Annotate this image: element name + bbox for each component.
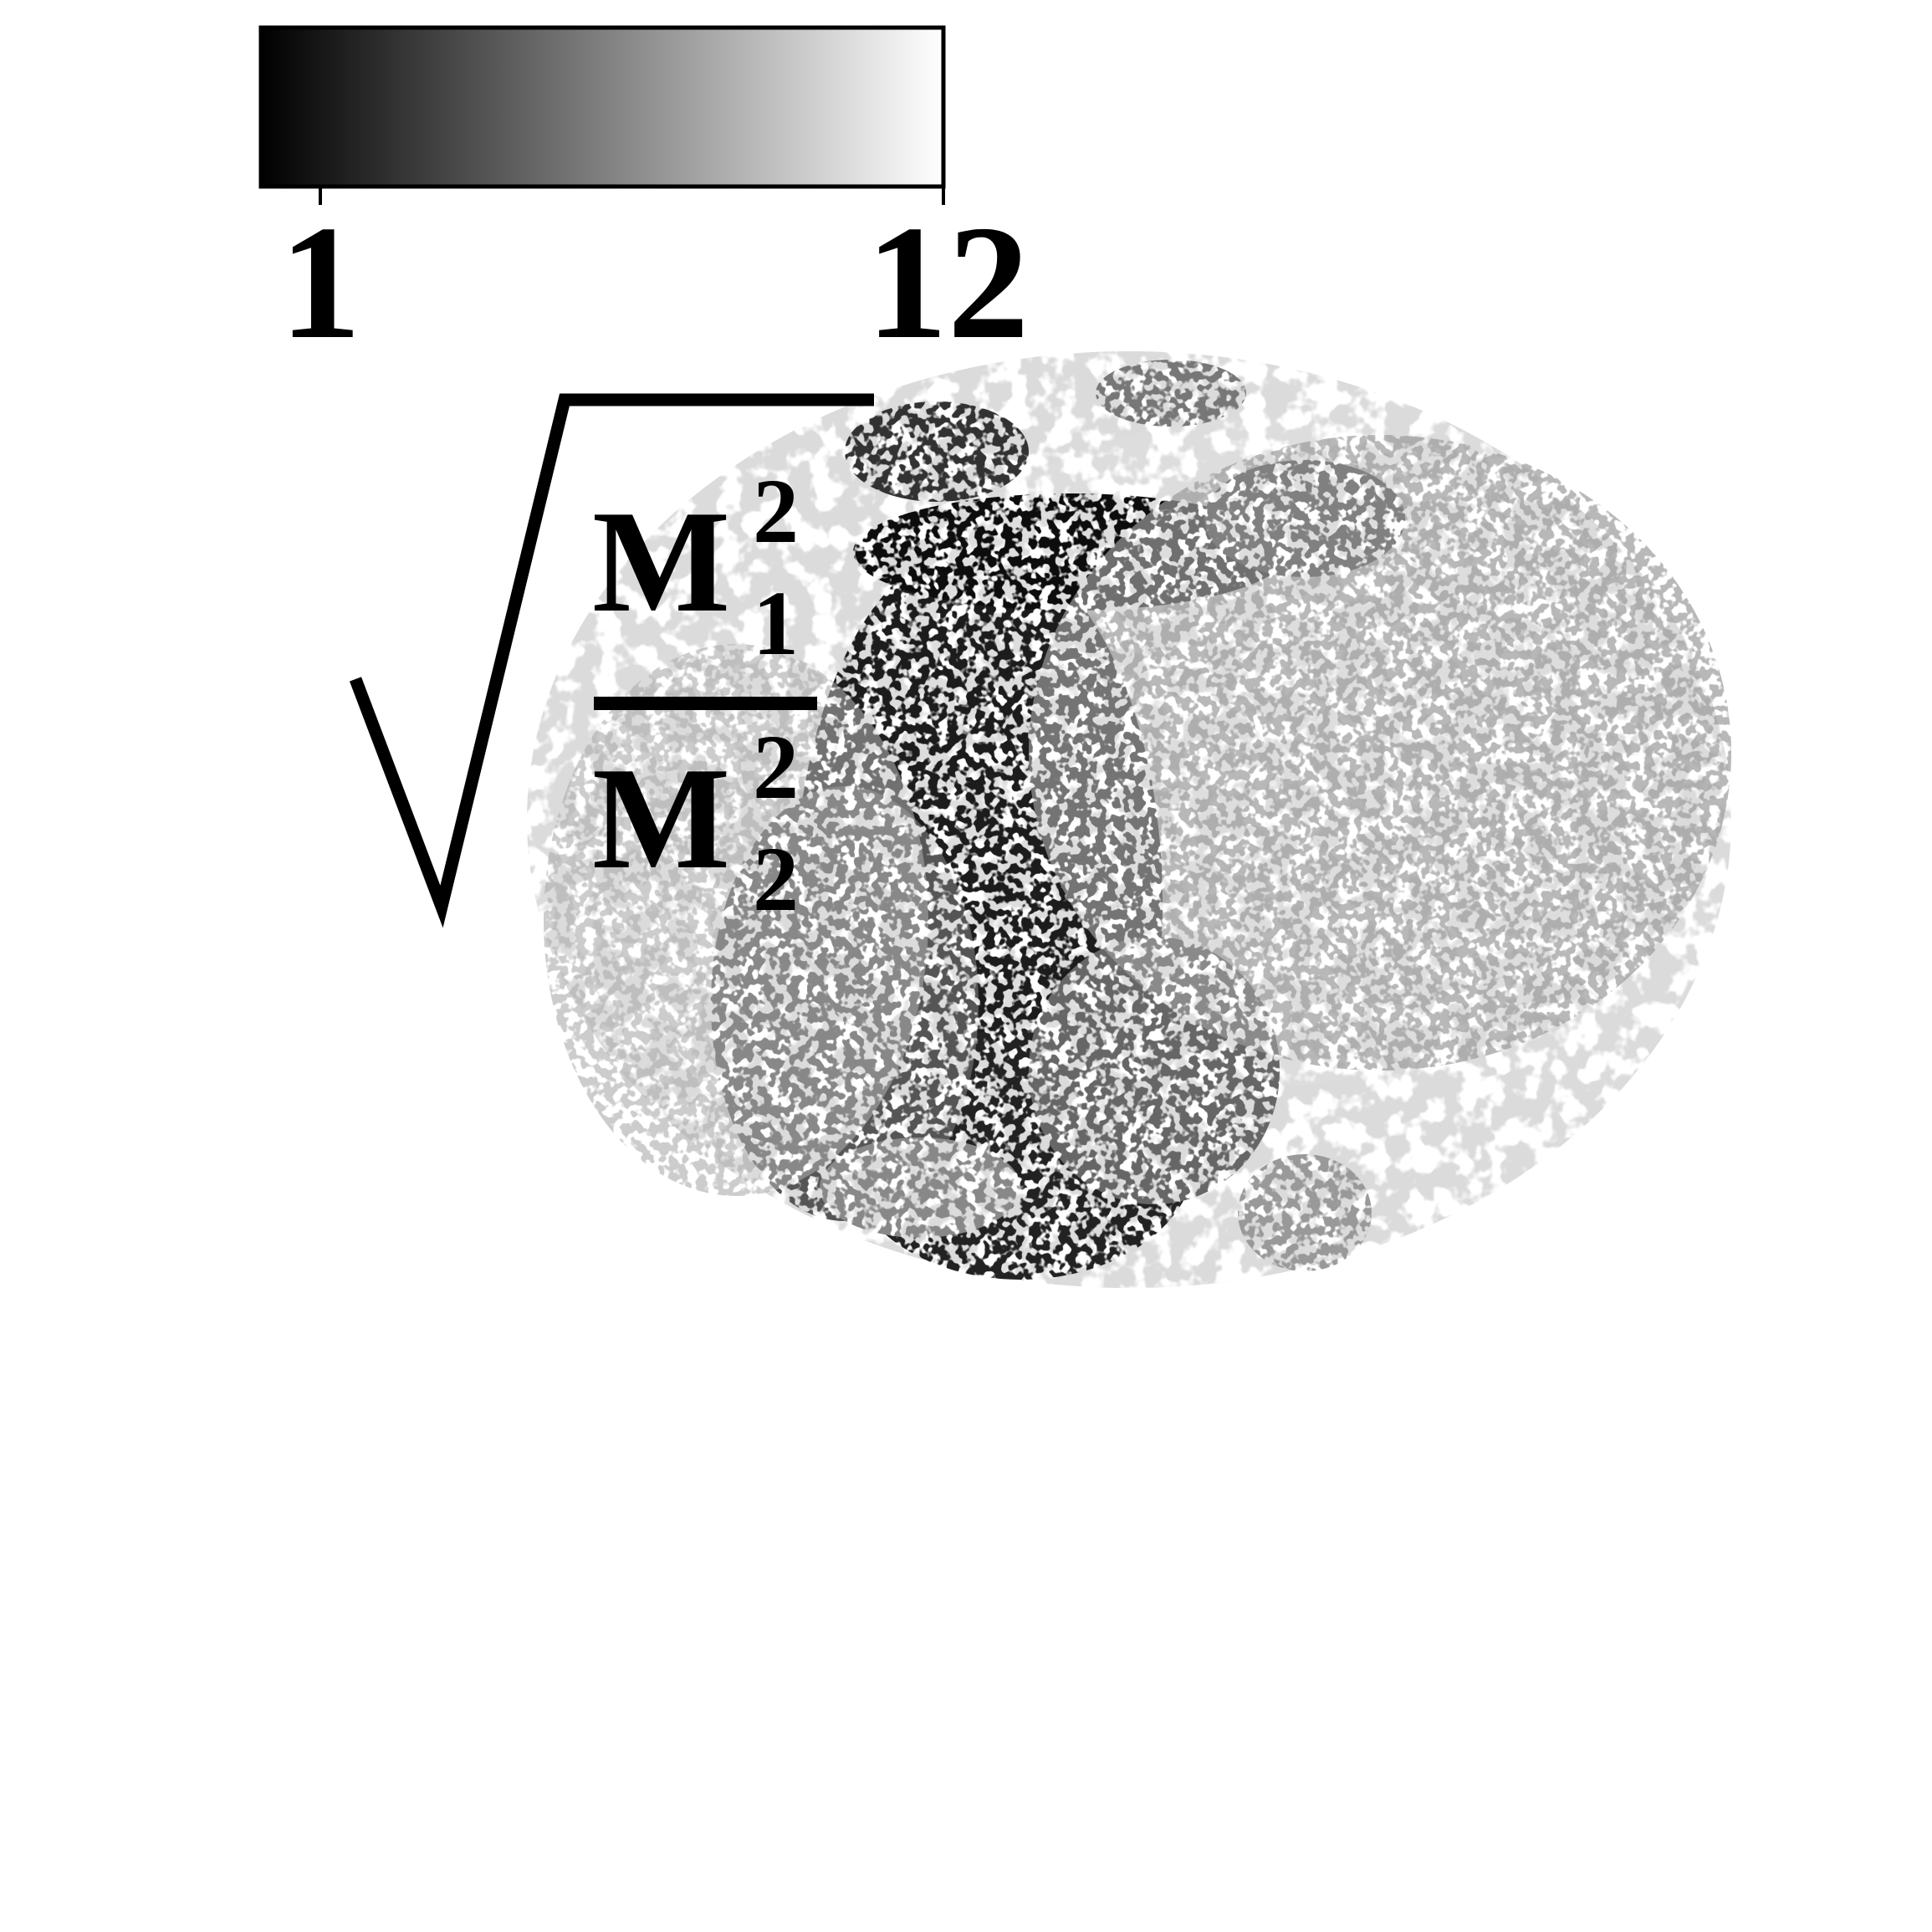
colorbar-label-max: 12 (866, 192, 1030, 373)
denominator-base: M (592, 737, 730, 899)
denominator-subscript: 2 (753, 828, 799, 930)
colorbar: 1 12 (258, 25, 1030, 373)
radical-sign (349, 393, 874, 928)
field-light-scatter (544, 435, 1731, 1196)
quantity-label: M 2 1 M 2 2 (349, 393, 874, 930)
denominator-superscript: 2 (753, 716, 799, 818)
colorbar-gradient (258, 25, 946, 189)
field-image (527, 351, 1731, 1288)
numerator-base: M (592, 480, 730, 642)
colorbar-label-min: 1 (279, 192, 361, 373)
numerator-superscript: 2 (753, 460, 799, 562)
numerator-subscript: 1 (753, 572, 799, 674)
